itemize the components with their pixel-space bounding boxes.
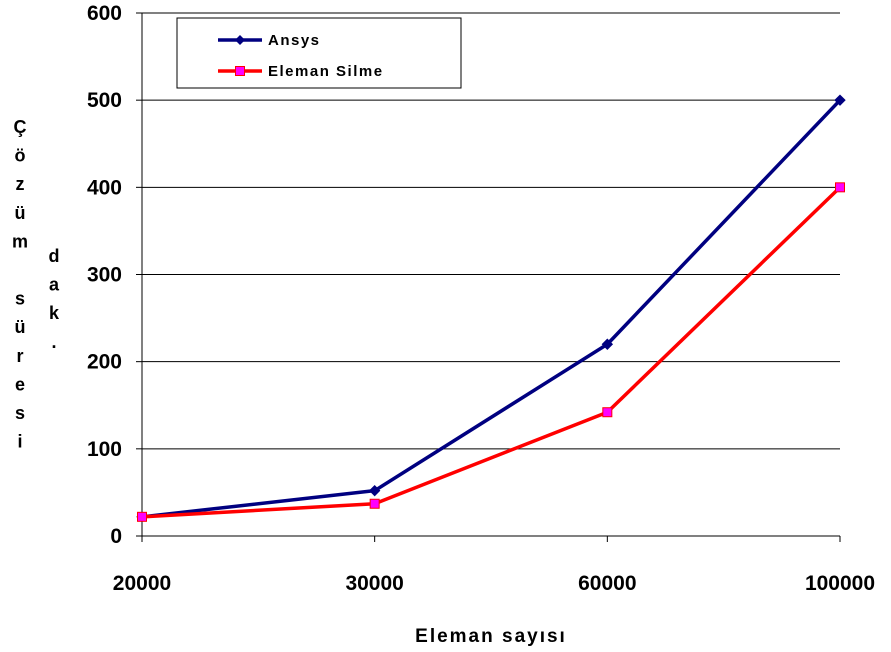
y-axis-title-char: k [49, 303, 60, 323]
legend-entry: Eleman Silme [218, 63, 384, 80]
data-point [834, 94, 846, 106]
series-line [141, 186, 842, 519]
y-tick-label: 0 [110, 525, 122, 548]
y-axis-title-char: r [16, 346, 23, 366]
x-tick-label: 60000 [578, 572, 636, 595]
legend-label: Eleman Silme [268, 63, 384, 80]
y-tick-label: 200 [87, 351, 122, 374]
data-point [368, 484, 381, 497]
y-axis-title-char: a [49, 275, 60, 295]
y-axis-title-char: ü [15, 317, 26, 337]
y-axis-title-char: s [15, 289, 25, 309]
y-axis-title-char: ö [15, 146, 26, 166]
data-point [137, 511, 147, 522]
legend-marker [235, 35, 245, 45]
legend-marker [235, 66, 245, 76]
y-tick-label: 600 [87, 2, 122, 25]
legend: Ansys Eleman Silme [176, 17, 462, 89]
y-tick-labels: 0 100 200 300 400 500 600 [87, 2, 122, 548]
x-tick-labels: 20000 30000 60000 100000 [113, 572, 875, 595]
series-1 [137, 182, 845, 522]
data-point [601, 338, 614, 350]
y-axis-title-char: s [15, 403, 25, 423]
y-tick-label: 500 [87, 89, 122, 112]
y-tick-label: 100 [87, 438, 122, 461]
data-point [369, 498, 380, 509]
y-axis-title-char: Ç [14, 117, 27, 137]
legend-entry: Ansys [218, 32, 321, 49]
y-axis-title-char: m [12, 231, 28, 251]
x-tick-label: 30000 [345, 572, 403, 595]
x-tick-label: 100000 [805, 572, 875, 595]
series-line [141, 98, 842, 519]
data-point [602, 407, 613, 418]
y-axis-title-char: ü [15, 203, 26, 223]
y-axis-title-char: z [16, 174, 25, 194]
y-tick-label: 400 [87, 176, 122, 199]
legend-box [176, 17, 462, 89]
y-axis-title-char: e [15, 374, 25, 394]
series-lines [136, 94, 846, 523]
legend-label: Ansys [268, 32, 321, 49]
y-axis-title-char: i [17, 432, 22, 452]
y-tick-label: 300 [87, 264, 122, 287]
x-axis-title: Eleman sayısı [415, 626, 567, 647]
grid-lines [142, 12, 840, 450]
y-axis-title-char: . [51, 332, 56, 352]
data-point [835, 182, 845, 193]
y-axis-title-char: d [49, 246, 60, 266]
x-tick-label: 20000 [113, 572, 171, 595]
axes [136, 12, 841, 542]
